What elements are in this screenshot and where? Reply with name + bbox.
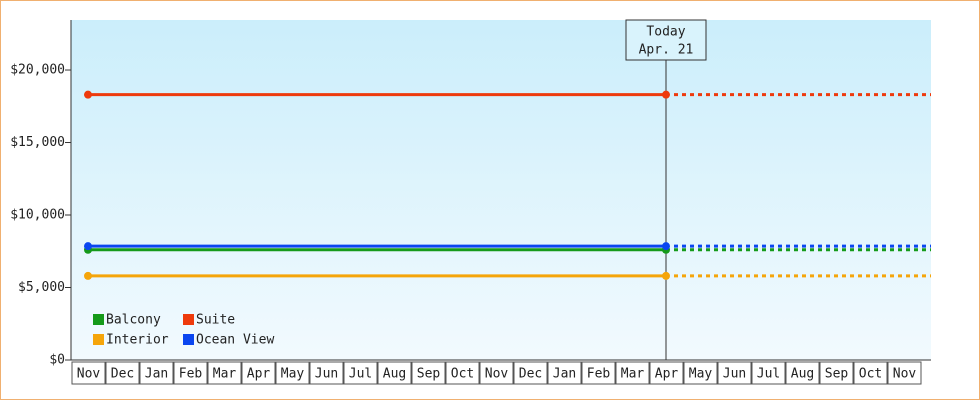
x-tick-label: Oct bbox=[451, 367, 474, 382]
x-tick-label: Aug bbox=[791, 367, 814, 382]
x-tick-cell bbox=[547, 361, 582, 385]
point bbox=[84, 242, 92, 251]
x-tick-label: Jul bbox=[757, 367, 780, 382]
x-tick-label: Jul bbox=[349, 367, 372, 382]
x-tick-label: Apr bbox=[247, 367, 271, 382]
plot-area bbox=[71, 20, 931, 360]
x-tick-label: May bbox=[689, 367, 713, 382]
x-tick-cell bbox=[819, 361, 854, 385]
today-box bbox=[625, 19, 707, 61]
x-tick-cell bbox=[751, 361, 786, 385]
point bbox=[662, 242, 670, 251]
x-tick-cell bbox=[173, 361, 208, 385]
x-tick-cell bbox=[513, 361, 548, 385]
x-tick-cell bbox=[139, 361, 174, 385]
legend-swatch bbox=[93, 334, 104, 345]
x-tick-cell bbox=[717, 361, 752, 385]
point bbox=[84, 90, 92, 99]
x-tick-cell bbox=[887, 361, 922, 385]
y-tick-label: $5,000 bbox=[18, 280, 65, 295]
today-date: Apr. 21 bbox=[639, 43, 694, 58]
legend-label: Interior bbox=[106, 333, 169, 348]
y-tick-label: $10,000 bbox=[10, 208, 65, 223]
legend-swatch bbox=[183, 314, 194, 325]
y-tick-label: $20,000 bbox=[10, 63, 65, 78]
x-tick-cell bbox=[343, 361, 378, 385]
legend-label: Ocean View bbox=[196, 333, 274, 348]
legend-label: Suite bbox=[196, 313, 235, 328]
point bbox=[662, 271, 670, 280]
x-tick-label: Dec bbox=[111, 367, 134, 382]
x-tick-cell bbox=[683, 361, 718, 385]
x-tick-label: Jan bbox=[553, 367, 576, 382]
point bbox=[662, 90, 670, 99]
x-tick-cell bbox=[275, 361, 310, 385]
x-tick-label: Feb bbox=[587, 367, 611, 382]
x-tick-label: Sep bbox=[825, 367, 849, 382]
x-tick-label: Nov bbox=[893, 367, 917, 382]
x-tick-label: Mar bbox=[213, 367, 237, 382]
point bbox=[84, 271, 92, 280]
x-tick-cell bbox=[411, 361, 446, 385]
x-tick-cell bbox=[853, 361, 888, 385]
legend-label: Balcony bbox=[106, 313, 161, 328]
x-tick-label: May bbox=[281, 367, 305, 382]
x-tick-label: Jun bbox=[723, 367, 746, 382]
x-tick-cell bbox=[615, 361, 650, 385]
y-tick-label: $15,000 bbox=[10, 135, 65, 150]
x-tick-cell bbox=[105, 361, 140, 385]
x-tick-cell bbox=[377, 361, 412, 385]
x-tick-cell bbox=[581, 361, 616, 385]
x-tick-label: Sep bbox=[417, 367, 441, 382]
x-tick-label: Dec bbox=[519, 367, 542, 382]
x-tick-cell bbox=[479, 361, 514, 385]
x-tick-label: Mar bbox=[621, 367, 645, 382]
x-tick-cell bbox=[309, 361, 344, 385]
legend-swatch bbox=[93, 314, 104, 325]
x-tick-cell bbox=[445, 361, 480, 385]
legend-swatch bbox=[183, 334, 194, 345]
x-tick-cell bbox=[785, 361, 820, 385]
x-tick-label: Apr bbox=[655, 367, 679, 382]
x-tick-label: Jan bbox=[145, 367, 168, 382]
x-tick-label: Feb bbox=[179, 367, 203, 382]
x-tick-label: Oct bbox=[859, 367, 882, 382]
today-title: Today bbox=[646, 25, 685, 40]
y-tick-label: $0 bbox=[49, 353, 65, 368]
x-tick-label: Jun bbox=[315, 367, 338, 382]
x-tick-cell bbox=[207, 361, 242, 385]
x-tick-label: Nov bbox=[485, 367, 509, 382]
x-tick-label: Aug bbox=[383, 367, 406, 382]
x-tick-cell bbox=[71, 361, 106, 385]
x-tick-cell bbox=[649, 361, 684, 385]
x-tick-cell bbox=[241, 361, 276, 385]
x-tick-label: Nov bbox=[77, 367, 101, 382]
